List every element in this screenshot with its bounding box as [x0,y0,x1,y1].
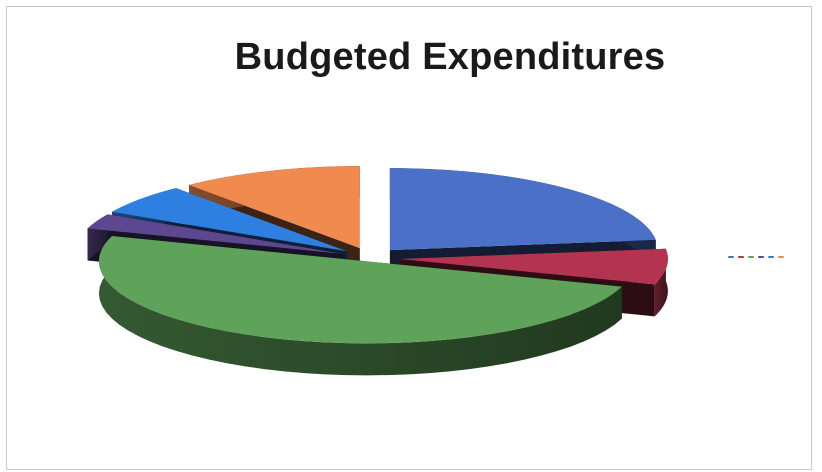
pie-slice-3 [87,214,343,254]
legend-marker-3 [758,256,764,258]
pie-slice-1 [399,248,668,285]
legend-marker-1 [738,256,744,258]
legend-marker-0 [728,256,734,258]
pie-slice-5 [189,166,360,249]
pie-slice-2 [98,235,622,344]
legend-marker-2 [748,256,754,258]
pie-slice-1-outer-wall [654,248,668,317]
pie-slice-4 [112,188,347,252]
pie-slice-0 [389,168,656,251]
legend [728,253,784,261]
legend-marker-4 [768,256,774,258]
chart-title: Budgeted Expenditures [234,36,666,78]
pie-slice-2-outer-wall [98,235,622,376]
legend-marker-5 [778,256,784,258]
